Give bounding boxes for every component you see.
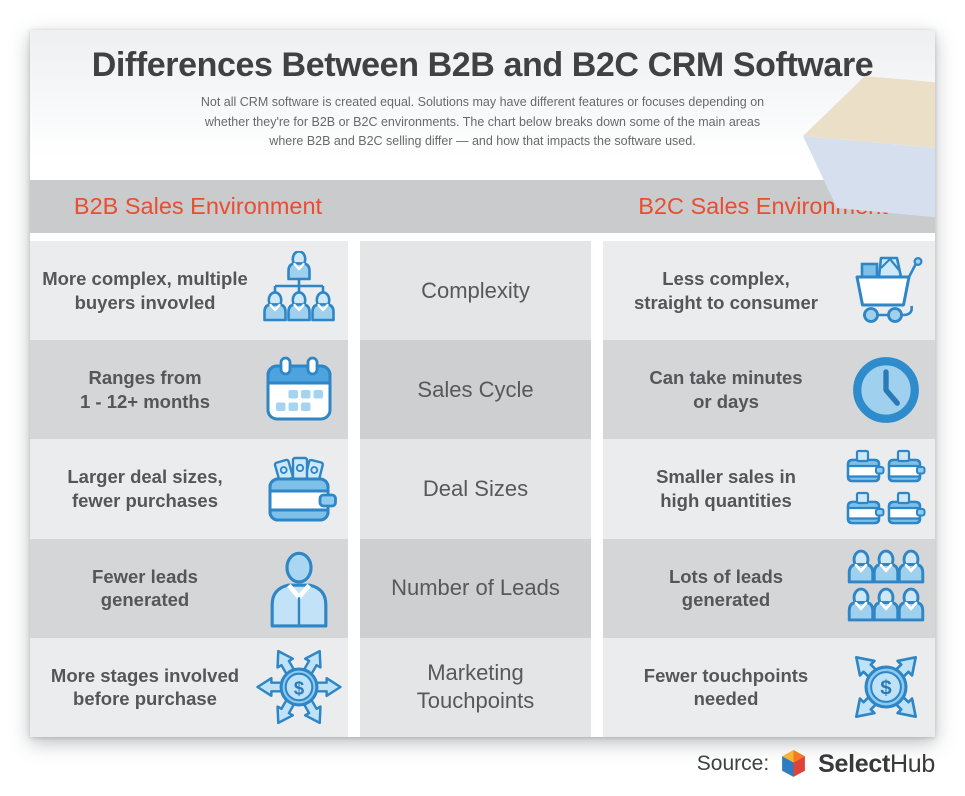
svg-text:$: $	[294, 678, 304, 699]
b2b-column-header: B2B Sales Environment	[73, 193, 323, 219]
b2b-cell: More stages involved before purchase	[30, 637, 348, 737]
brand-wordmark: SelectHub	[818, 750, 935, 779]
category-label: Sales Cycle	[417, 376, 534, 402]
category-cell: Sales Cycle	[360, 340, 591, 440]
category-cell: Complexity	[360, 241, 591, 341]
b2c-text: Smaller sales in high quantities	[656, 466, 796, 511]
column-gutter	[348, 538, 360, 638]
b2b-text: Fewer leads generated	[92, 565, 198, 611]
column-gutter	[591, 340, 603, 440]
six-people-icon	[847, 549, 925, 622]
category-label: Marketing Touchpoints	[416, 660, 535, 714]
money-spread-four-arrows-icon: $	[847, 649, 925, 726]
single-person-icon	[270, 551, 328, 628]
b2c-cell: Less complex, straight to consumer	[603, 241, 935, 341]
table-row-marketing-touchpoints: More stages involved before purchase	[30, 637, 935, 737]
source-attribution: Source: SelectHub	[697, 743, 935, 785]
brand-hub: Hub	[890, 749, 935, 778]
column-gutter	[591, 439, 603, 539]
selecthub-cube-icon	[782, 749, 806, 777]
shopping-cart-icon	[855, 256, 923, 323]
b2b-text: More stages involved before purchase	[50, 664, 240, 710]
table-row-sales-cycle: Ranges from 1 - 12+ months	[30, 340, 935, 440]
b2c-cell: Lots of leads generated	[603, 538, 935, 638]
b2c-cell: Fewer touchpoints needed $	[603, 637, 935, 737]
category-label: Number of Leads	[391, 575, 560, 601]
table-row-deal-sizes: Larger deal sizes, fewer purchases	[30, 439, 935, 539]
org-chart-icon	[263, 250, 335, 321]
source-label: Source:	[696, 752, 770, 775]
column-gutter	[591, 637, 603, 737]
money-spread-six-arrows-icon: $	[256, 645, 342, 729]
b2c-text: Can take minutes or days	[649, 367, 803, 412]
page-title: Differences Between B2B and B2C CRM Soft…	[91, 46, 874, 84]
column-gutter	[591, 241, 603, 341]
category-cell: Deal Sizes	[360, 439, 591, 539]
b2c-cell: Smaller sales in high quantities	[603, 439, 935, 539]
b2b-cell: Larger deal sizes, fewer purchases	[30, 439, 348, 539]
b2b-text: Ranges from 1 - 12+ months	[79, 367, 211, 412]
b2b-text: Larger deal sizes, fewer purchases	[67, 466, 223, 511]
table-row-complexity: More complex, multiple buyers invovled	[30, 241, 935, 341]
cube-decoration-icon	[803, 76, 935, 218]
clock-icon	[853, 356, 919, 423]
b2b-text: More complex, multiple buyers invovled	[42, 268, 248, 313]
category-label: Deal Sizes	[422, 475, 529, 501]
page-subtitle: Not all CRM software is created equal. S…	[200, 95, 765, 148]
b2c-cell: Can take minutes or days	[603, 340, 935, 440]
calendar-icon	[266, 356, 332, 421]
b2c-text: Less complex, straight to consumer	[634, 268, 818, 313]
comparison-table: More complex, multiple buyers invovled	[30, 241, 935, 737]
brand-select: Select	[818, 749, 891, 778]
b2c-text: Fewer touchpoints needed	[643, 664, 809, 710]
column-gutter	[348, 241, 360, 341]
category-cell: Marketing Touchpoints	[360, 637, 591, 737]
b2c-text: Lots of leads generated	[668, 565, 784, 611]
header-section: Differences Between B2B and B2C CRM Soft…	[30, 30, 935, 218]
svg-text:$: $	[880, 677, 892, 700]
column-gutter	[348, 439, 360, 539]
column-gutter	[348, 637, 360, 737]
column-gutter	[348, 340, 360, 440]
category-cell: Number of Leads	[360, 538, 591, 638]
column-gutter	[591, 538, 603, 638]
wallet-cash-icon	[268, 456, 337, 522]
table-header-row: B2B Sales Environment B2C Sales Environm…	[30, 180, 935, 233]
table-row-number-of-leads: Fewer leads generated Number of Leads Lo…	[30, 538, 935, 638]
b2b-cell: More complex, multiple buyers invovled	[30, 241, 348, 341]
b2b-cell: Ranges from 1 - 12+ months	[30, 340, 348, 440]
infographic-card: Differences Between B2B and B2C CRM Soft…	[30, 30, 935, 737]
four-wallets-icon	[846, 449, 926, 525]
b2b-cell: Fewer leads generated	[30, 538, 348, 638]
category-label: Complexity	[421, 277, 530, 303]
